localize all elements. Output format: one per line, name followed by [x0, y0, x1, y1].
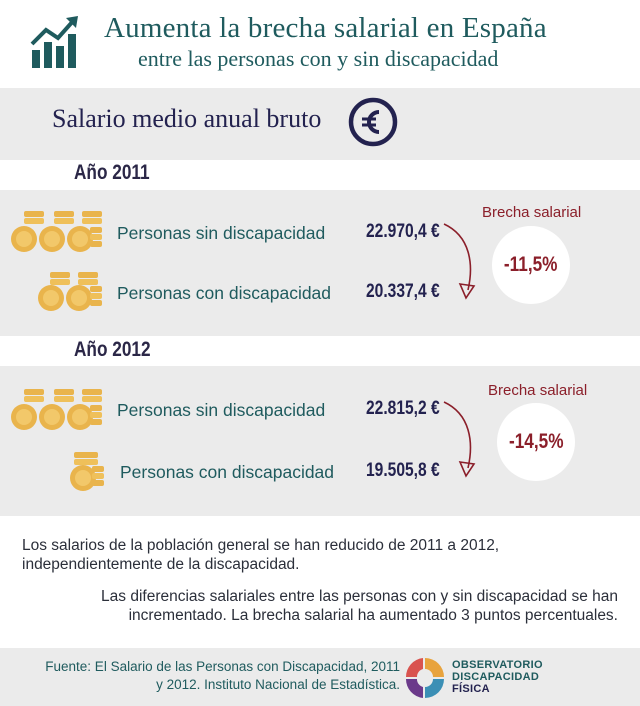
year-heading-2011: Año 2011 [74, 161, 150, 184]
gap-title-2011: Brecha salarial [482, 204, 582, 221]
gap-circle-2012: -14,5% [497, 403, 575, 481]
coin-stacks-icon [11, 389, 102, 430]
year-heading-2012: Año 2012 [74, 338, 151, 361]
source-text: Fuente: El Salario de las Personas con D… [45, 659, 400, 692]
logo-text-line-3: FÍSICA [452, 683, 490, 695]
header [0, 0, 640, 88]
euro-icon [348, 97, 398, 147]
row-label-2011-con: Personas con discapacidad [117, 283, 332, 303]
coin-stacks-icon [38, 272, 102, 311]
gap-circle-2011: -11,5% [492, 226, 570, 304]
row-label-2011-sin: Personas sin discapacidad [117, 223, 326, 243]
page-title: Aumenta la brecha salarial en España [104, 12, 547, 44]
coin-stacks-icon [11, 211, 102, 252]
row-value-2011-sin: 22.970,4 € [366, 221, 440, 242]
row-label-2012-con: Personas con discapacidad [120, 462, 335, 482]
curved-arrow-icon [443, 401, 476, 478]
logo-text-line-2: DISCAPACIDAD [452, 671, 540, 683]
row-label-2012-sin: Personas sin discapacidad [117, 400, 326, 420]
gap-value-2011: -11,5% [504, 253, 558, 276]
row-value-2012-con: 19.505,8 € [366, 460, 440, 481]
salary-label: Salario medio anual bruto [52, 104, 322, 133]
note-salaries-reduced: Los salarios de la población general se … [22, 537, 500, 573]
logo-text-line-1: OBSERVATORIO [452, 659, 543, 671]
coin-stack-icon [70, 452, 104, 491]
salary-band [0, 88, 640, 160]
row-value-2011-con: 20.337,4 € [366, 281, 440, 302]
note-gap-increased: Las diferencias salariales entre las per… [101, 588, 618, 624]
row-value-2012-sin: 22.815,2 € [366, 398, 440, 419]
growth-chart-icon [30, 16, 78, 68]
footer [0, 648, 640, 706]
gap-value-2012: -14,5% [508, 430, 564, 453]
gap-title-2012: Brecha salarial [488, 382, 588, 399]
curved-arrow-icon [443, 223, 476, 300]
observatorio-logo-icon [405, 658, 444, 698]
page-subtitle: entre las personas con y sin discapacida… [138, 46, 499, 71]
